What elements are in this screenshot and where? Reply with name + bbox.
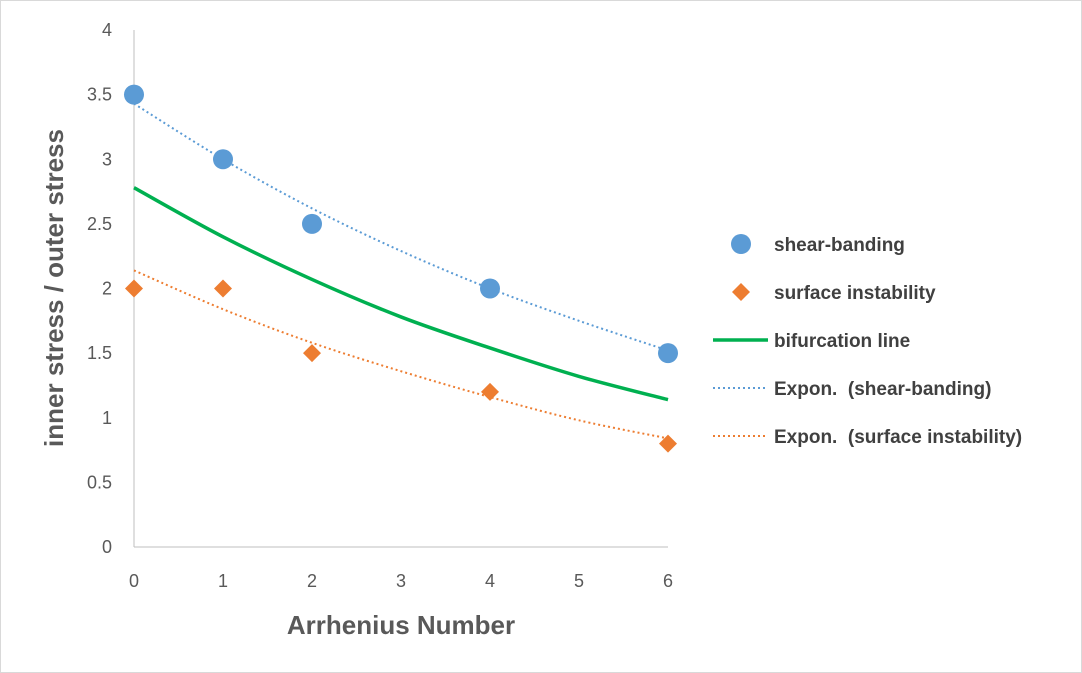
legend-label-expon-surface-instability: Expon. (surface instability) [774, 427, 1022, 448]
marker-surface-instability [481, 382, 499, 401]
y-tick-label: 3.5 [87, 85, 112, 105]
y-tick-label: 1 [102, 408, 112, 428]
x-tick-label: 5 [574, 571, 584, 591]
legend-label-expon-shear-banding: Expon. (shear-banding) [774, 379, 991, 400]
y-axis-title: inner stress / outer stress [39, 129, 69, 447]
line-bifurcation-line [133, 186, 669, 402]
marker-shear-banding [480, 278, 500, 299]
x-tick-label: 4 [485, 571, 495, 591]
x-tick-label: 0 [129, 571, 139, 591]
x-tick-label: 6 [663, 571, 673, 591]
marker-surface-instability [214, 279, 232, 298]
x-axis-title: Arrhenius Number [287, 610, 515, 640]
x-tick-label: 3 [396, 571, 406, 591]
marker-surface-instability [125, 279, 143, 298]
axes: 0 1 2 3 4 5 6 0 0.5 1 1.5 2 2.5 3 3.5 4 [87, 20, 673, 591]
trend-lines [133, 102, 669, 440]
y-tick-label: 4 [102, 20, 112, 40]
y-tick-label: 2 [102, 279, 112, 299]
marker-shear-banding [658, 343, 678, 364]
line-expon-shear-banding [133, 102, 669, 352]
legend-label-bifurcation-line: bifurcation line [774, 331, 910, 352]
y-tick-label: 1.5 [87, 343, 112, 363]
x-tick-label: 1 [218, 571, 228, 591]
y-tick-label: 0 [102, 537, 112, 557]
y-tick-label: 2.5 [87, 214, 112, 234]
line-expon-surface-instability [133, 269, 669, 440]
legend-symbol-surface-instability [732, 283, 750, 301]
marker-surface-instability [303, 344, 321, 363]
data-markers [124, 84, 678, 453]
marker-shear-banding [213, 149, 233, 170]
y-tick-label: 3 [102, 149, 112, 169]
legend: shear-banding surface instability bifurcat… [713, 234, 1022, 448]
y-tick-label: 0.5 [87, 472, 112, 492]
marker-surface-instability [659, 434, 677, 453]
x-tick-label: 2 [307, 571, 317, 591]
legend-label-surface-instability: surface instability [774, 283, 936, 304]
legend-label-shear-banding: shear-banding [774, 235, 905, 256]
legend-symbol-shear-banding [731, 234, 751, 254]
marker-shear-banding [302, 213, 322, 234]
marker-shear-banding [124, 84, 144, 105]
